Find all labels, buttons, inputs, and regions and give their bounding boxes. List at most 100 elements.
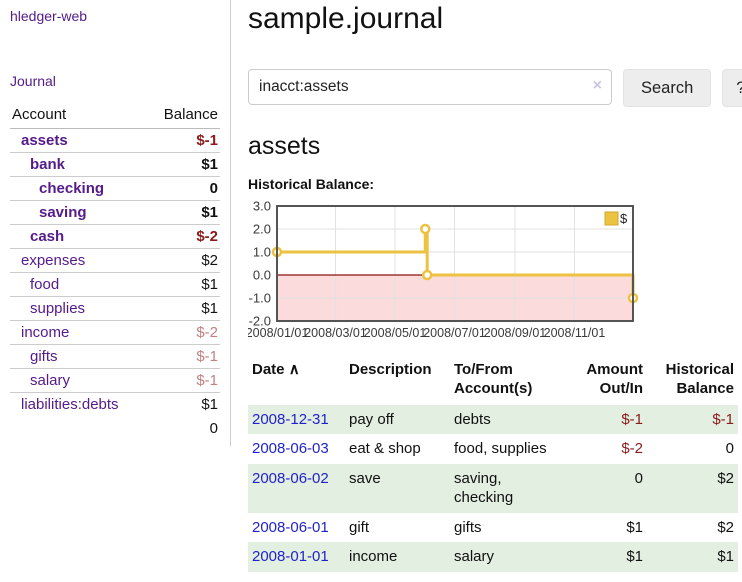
transaction-row: 2008-01-01 income salary $1 $1 (248, 542, 738, 572)
sidebar-account-link[interactable]: expenses (21, 252, 86, 269)
sidebar-item-journal[interactable]: Journal (10, 73, 56, 89)
transaction-amount: $1 (626, 518, 643, 536)
account-row: supplies $1 (10, 296, 220, 321)
transaction-date-link[interactable]: 2008-06-02 (252, 469, 329, 487)
accounts-total-value: 0 (209, 420, 218, 437)
transaction-accounts: saving, checking (450, 463, 562, 513)
transaction-accounts: gifts (454, 518, 482, 536)
transaction-date-link[interactable]: 2008-06-03 (252, 440, 329, 457)
account-balance: $-1 (147, 368, 220, 393)
historical-balance-column-header: Historical Balance (665, 361, 734, 397)
transaction-date-link[interactable]: 2008-06-01 (252, 518, 329, 536)
account-balance: $-2 (147, 320, 220, 345)
svg-text:3.0: 3.0 (253, 201, 271, 214)
register-table: Date ∧ Description To/From Account(s) Am… (248, 359, 738, 572)
transaction-row: 2008-06-02 save saving, checking 0 $2 (248, 463, 738, 513)
svg-text:2008/01/01: 2008/01/01 (248, 326, 308, 340)
svg-text:-1.0: -1.0 (249, 291, 271, 306)
account-row: gifts $-1 (10, 344, 220, 369)
account-balance: $-2 (147, 224, 220, 249)
transaction-description: save (345, 463, 450, 513)
transaction-balance: $2 (717, 518, 734, 536)
sidebar-account-link[interactable]: assets (21, 132, 68, 149)
sidebar-account-link[interactable]: cash (30, 228, 65, 245)
account-balance: $1 (147, 296, 220, 321)
account-heading: assets (248, 132, 321, 160)
account-row: food $1 (10, 272, 220, 297)
date-column-header[interactable]: Date ∧ (252, 361, 300, 378)
account-balance: $1 (147, 200, 220, 225)
help-button[interactable]: ? (722, 69, 742, 107)
svg-text:2008/07/01: 2008/07/01 (423, 326, 486, 340)
sidebar-account-link[interactable]: bank (30, 156, 66, 173)
sort-ascending-icon: ∧ (288, 361, 300, 378)
spacer-cell (10, 416, 148, 441)
transaction-description: income (345, 542, 450, 572)
transaction-balance: $-1 (647, 404, 738, 434)
sidebar-account-link[interactable]: salary (30, 372, 71, 389)
sidebar-account-link[interactable]: gifts (30, 348, 58, 365)
account-balance: $-1 (147, 344, 220, 369)
svg-text:-2.0: -2.0 (249, 314, 271, 329)
account-row: income $-2 (10, 320, 220, 345)
svg-text:$: $ (620, 211, 628, 226)
sidebar-account-link[interactable]: food (30, 276, 60, 293)
main-content: sample.journal × Search ? assets Histori… (248, 0, 742, 572)
description-column-header: Description (349, 361, 432, 378)
account-balance: $2 (147, 248, 220, 273)
transaction-row: 2008-12-31 pay off debts $-1 $-1 (248, 404, 738, 434)
accounts-table: Account Balance assets $-1 bank $1 checking 0… (10, 102, 220, 441)
svg-text:2008/11/01: 2008/11/01 (544, 326, 606, 340)
transaction-amount: 0 (562, 463, 647, 513)
account-row: checking 0 (10, 176, 220, 201)
transaction-accounts: food, supplies (454, 440, 547, 457)
sidebar-account-link[interactable]: liabilities:debts (21, 396, 119, 413)
svg-text:2008/05/01: 2008/05/01 (364, 326, 427, 340)
account-row: salary $-1 (10, 368, 220, 393)
account-row: liabilities:debts $1 (10, 392, 220, 416)
register-table-header: Date ∧ Description To/From Account(s) Am… (248, 359, 738, 405)
app-brand-link[interactable]: hledger-web (10, 8, 88, 24)
svg-text:1.0: 1.0 (253, 245, 271, 260)
historical-balance-chart: $3.0 2.0 1.0 0.0 -1.0 -2.02008/01/012008/03/0… (248, 201, 639, 340)
search-input-wrap: × (248, 69, 612, 107)
transaction-amount: $-1 (562, 404, 647, 434)
transaction-date-link[interactable]: 2008-01-01 (252, 548, 329, 565)
transaction-description: eat & shop (349, 440, 421, 457)
account-row: saving $1 (10, 200, 220, 225)
sidebar-account-link[interactable]: income (21, 324, 70, 341)
sidebar-account-link[interactable]: checking (39, 180, 105, 197)
clear-search-icon[interactable]: × (592, 77, 602, 94)
chart-title: Historical Balance: (248, 176, 375, 192)
transaction-amount: $-2 (621, 440, 643, 457)
sidebar-account-link[interactable]: saving (39, 204, 87, 221)
transaction-accounts: salary (450, 542, 562, 572)
svg-text:2.0: 2.0 (253, 222, 271, 237)
account-row: cash $-2 (10, 224, 220, 249)
account-column-header: Account (10, 102, 148, 129)
svg-text:2008/03/01: 2008/03/01 (304, 326, 367, 340)
transaction-amount: $1 (562, 542, 647, 572)
svg-text:0.0: 0.0 (253, 268, 271, 283)
transaction-date-link[interactable]: 2008-12-31 (252, 410, 329, 428)
accounts-column-header: To/From Account(s) (454, 361, 533, 397)
sidebar-account-link[interactable]: supplies (30, 300, 86, 317)
sidebar: hledger-web Journal Account Balance asse… (0, 0, 231, 446)
account-balance: $-1 (196, 132, 218, 149)
account-row: expenses $2 (10, 248, 220, 273)
search-input[interactable] (248, 69, 612, 105)
register-table-body: 2008-12-31 pay off debts $-1 $-1 2008-06-03 ea… (248, 404, 738, 572)
accounts-table-body: assets $-1 bank $1 checking 0 saving $1 cash $-2 e… (10, 129, 220, 416)
account-balance: 0 (147, 176, 220, 201)
account-balance: $1 (147, 152, 220, 177)
search-bar: × Search ? (248, 69, 742, 107)
transaction-balance: 0 (725, 440, 734, 457)
transaction-row: 2008-06-03 eat & shop food, supplies $-2 0 (248, 434, 738, 464)
amount-column-header: Amount Out/In (586, 361, 643, 397)
accounts-total-row: 0 (10, 416, 220, 441)
search-button[interactable]: Search (623, 69, 712, 107)
svg-text:2008/09/01: 2008/09/01 (484, 326, 547, 340)
account-balance: $1 (147, 272, 220, 297)
account-row: assets $-1 (10, 129, 220, 153)
balance-column-header: Balance (147, 102, 220, 129)
